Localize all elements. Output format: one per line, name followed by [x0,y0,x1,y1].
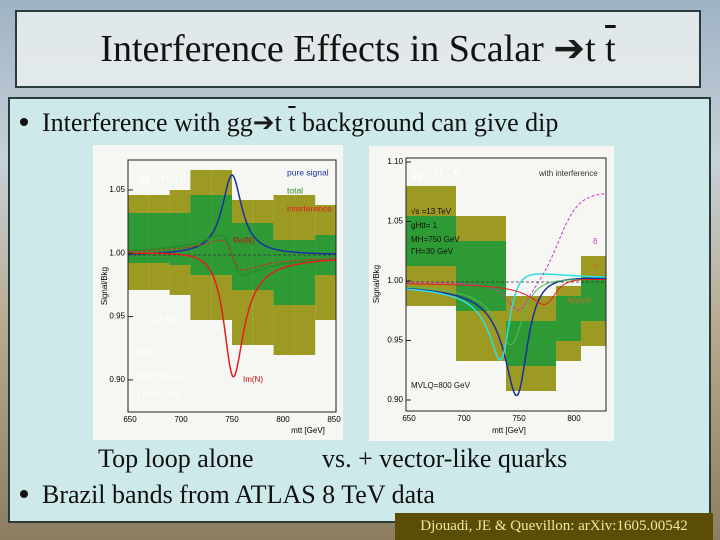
annotation: MVLQ=800 GeV [411,381,471,390]
bullet-quark: t [274,108,282,137]
caption-left: Top loop alone [98,444,254,473]
annotation: √s =13 TeV [411,207,452,216]
curve [406,279,606,306]
title-antiquark: t [605,28,616,70]
band-green [169,213,191,265]
y-tick-label: 0.90 [387,395,403,404]
legend-label: with interference [538,169,598,178]
y-tick-label: 1.05 [109,185,125,194]
x-tick-label: 800 [567,414,581,423]
legend-label: interference [287,203,332,213]
x-tick-label: 800 [276,415,290,424]
bullet-arrow: ➔ [252,108,275,137]
annotation: δ [593,237,598,246]
title-text: Interference Effects in Scalar [100,28,544,70]
curve [128,174,336,255]
x-tick-label: 850 [327,415,341,424]
frame [127,159,337,413]
x-axis-label: mtt [GeV] [291,426,325,435]
bullet-1: Interference with gg➔t t background can … [20,108,558,138]
y-axis-label: Signal/Bkg [372,265,381,303]
title-box: Interference Effects in Scalar ➔t t [15,10,701,88]
bullet-antiquark: t [288,108,296,137]
frame [405,157,607,412]
x-tick-label: 650 [123,415,137,424]
band-green [556,296,581,341]
y-axis-label: Signal/Bkg [100,267,109,305]
figure-right: 1.10 1.05 1.00 0.95 0.90 650 700 750 800 Signal/B… [369,146,614,441]
annotation: MH=750 GeV [138,372,187,381]
curve [405,279,606,346]
bullet-2: Brazil bands from ATLAS 8 TeV data [20,480,435,510]
band-green [581,276,606,321]
curve [406,273,607,361]
band-green [481,241,506,311]
annotation: ΓH=30 GeV [411,247,454,256]
legend-label: pure signal [287,167,329,177]
y-tick-label: 0.95 [109,312,125,321]
x-tick-label: 750 [225,415,239,424]
curve [406,193,607,311]
bullet-text: Interference with gg [42,108,253,137]
citation: Djouadi, JE & Quevillon: arXiv:1605.0054… [395,513,713,540]
band-green [531,321,556,366]
band-green [294,240,316,305]
bullet-text: Brazil bands from ATLAS 8 TeV data [42,480,435,509]
x-tick-label: 750 [512,414,526,423]
band-green [148,213,170,263]
legend-label: total [287,185,303,195]
caption-right: vs. + vector-like quarks [322,444,568,473]
curve [128,239,336,271]
x-tick-label: 650 [402,414,416,423]
bullet-dot [20,118,28,127]
band-green [252,223,274,290]
title-arrow: ➔ [553,28,586,70]
band-green [273,240,295,305]
y-tick-label: 1.00 [109,248,125,257]
curve [405,277,606,397]
band-green [431,216,456,266]
annotation: Re(N) [233,236,255,245]
band-green [506,321,531,366]
curve [128,234,336,276]
annotation: ΓH=30 GeV [138,390,181,399]
x-tick-label: 700 [174,415,188,424]
process-label: gg→H→tt [411,168,459,180]
curve [128,252,337,378]
annotation: Δ [593,261,599,270]
annotation: MH=750 GeV [411,235,460,244]
process-label: gg→H→tt [138,172,186,184]
band-green [232,223,253,290]
y-tick-label: 0.90 [109,375,125,384]
annotation: gHtt= 1 [138,348,165,357]
band-green [128,213,149,263]
x-axis-label: mtt [GeV] [492,426,526,435]
band-green [190,195,212,275]
y-tick-label: 1.00 [387,276,403,285]
title-quark: t [585,28,596,70]
x-tick-label: 700 [457,414,471,423]
y-tick-label: 0.95 [387,336,403,345]
annotation: √s =13 TeV [138,315,179,324]
y-tick-label: 1.05 [387,217,403,226]
band-green [406,216,431,266]
annotation: gHtt= 1 [411,221,438,230]
annotation: Im(N) [243,375,263,384]
y-tick-label: 1.10 [387,157,403,166]
annotation: A(y)=0 [567,296,591,305]
bullet-dot [20,490,28,499]
bullet-text: background can give dip [302,108,559,137]
figure-left: 1.05 1.00 0.95 0.90 650 700 750 800 850 Signal/Bk… [93,145,343,440]
